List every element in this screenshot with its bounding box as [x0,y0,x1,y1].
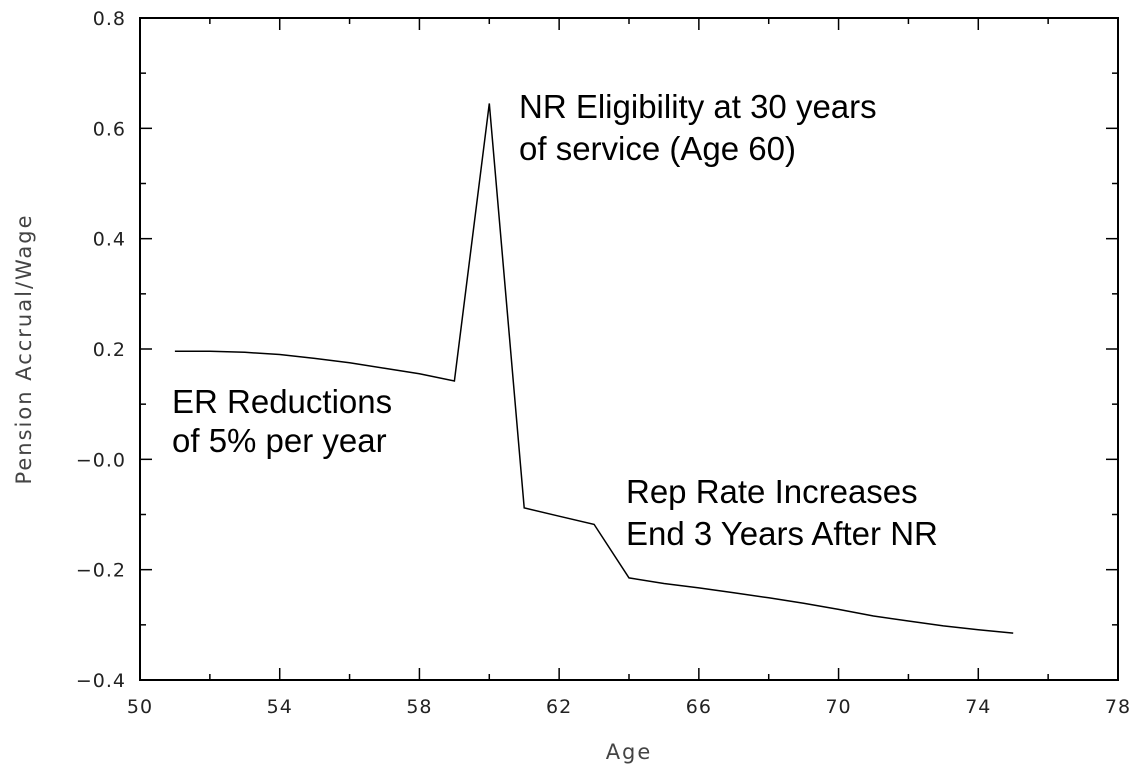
annotation-rep-rate-line-1: Rep Rate Increases [626,473,918,510]
annotation-er-reductions-line-2: of 5% per year [172,422,387,459]
annotation-nr-eligibility-line-1: NR Eligibility at 30 years [519,88,877,125]
x-tick-label: 62 [546,696,572,718]
y-tick-label: −0.4 [76,670,126,692]
annotation-rep-rate-line-2: End 3 Years After NR [626,515,938,552]
annotation-rep-rate: Rep Rate Increases End 3 Years After NR [626,473,938,552]
y-tick-label: −0.2 [76,560,126,582]
annotation-nr-eligibility: NR Eligibility at 30 years of service (A… [519,88,886,167]
x-axis-title: Age [606,740,653,764]
x-tick-label: 50 [127,696,153,718]
x-tick-label: 70 [825,696,851,718]
plot-frame [139,17,1119,681]
y-tick-label: 0.6 [93,118,126,140]
y-tick-label: 0.8 [93,8,126,30]
annotation-er-reductions: ER Reductions of 5% per year [172,383,401,459]
y-tick-label: 0.4 [93,229,126,251]
series-line [174,103,1014,634]
x-tick-label: 66 [686,696,712,718]
y-tick-label: 0.2 [93,339,126,361]
x-tick-label: 54 [267,696,293,718]
y-tick-label: −0.0 [76,449,126,471]
x-tick-label: 78 [1105,696,1131,718]
annotation-er-reductions-line-1: ER Reductions [172,383,392,420]
x-tick-label: 58 [406,696,432,718]
annotation-nr-eligibility-line-2: of service (Age 60) [519,130,796,167]
tick-labels: 50 54 58 62 66 70 74 78 −0.4 −0.2 −0.0 0.2 0.4 0.6 0.8 [76,8,1131,718]
x-tick-label: 74 [965,696,991,718]
y-axis-title: Pension Accrual/Wage [12,213,36,484]
